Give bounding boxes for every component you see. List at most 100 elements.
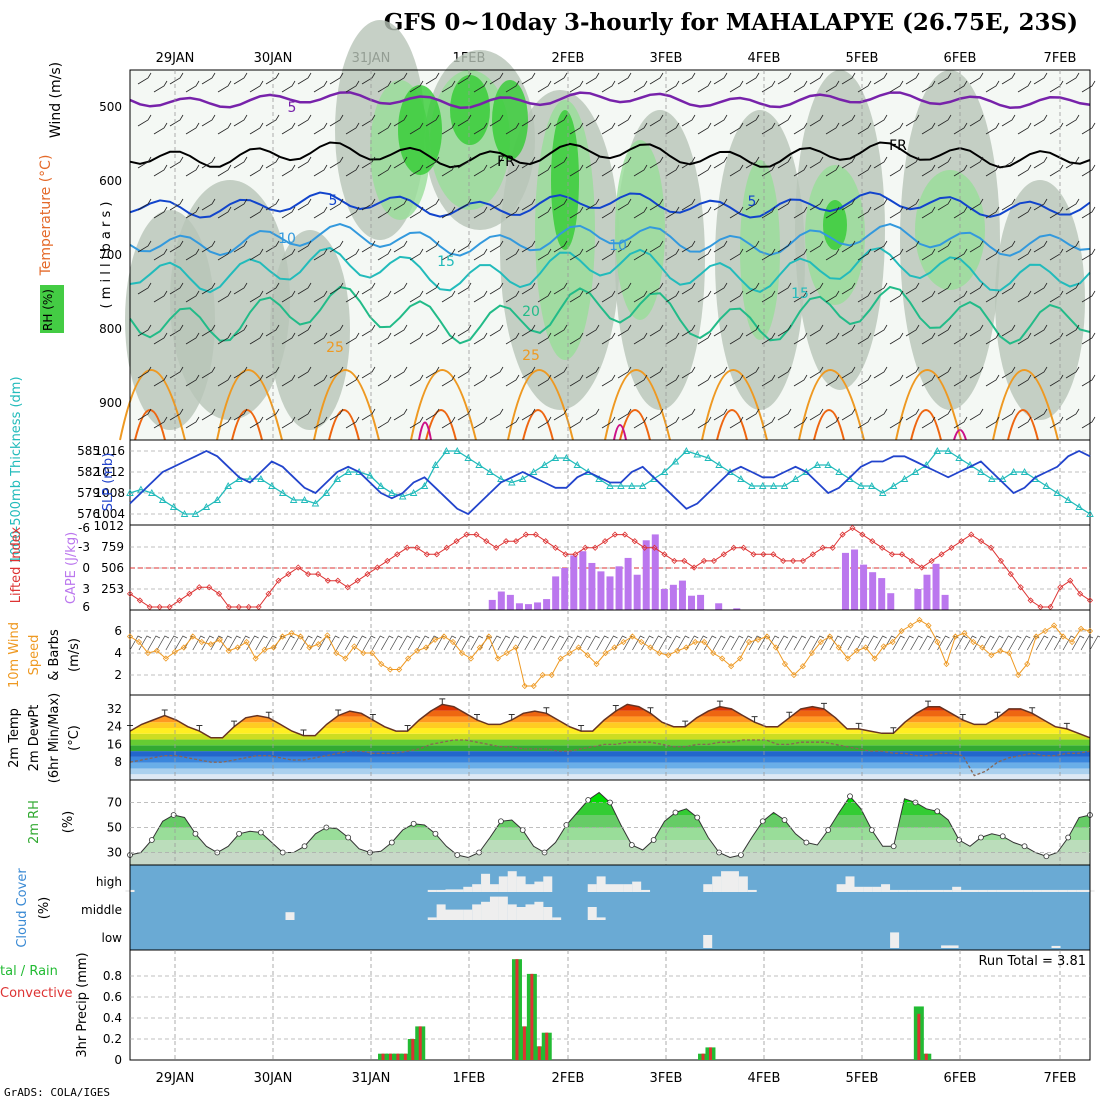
wind-barb <box>281 206 296 219</box>
wind-barb <box>553 198 568 211</box>
run-total-label: Run Total = 3.81 <box>978 954 1086 969</box>
wind-barb <box>809 114 824 127</box>
temp-band <box>130 704 1090 705</box>
wind10-barb <box>264 635 277 651</box>
wind-barb <box>249 164 264 177</box>
lifted-index-point <box>1086 597 1094 604</box>
wind-barb <box>649 198 664 211</box>
wind-barb <box>649 324 664 337</box>
lifted-index-point <box>938 551 945 558</box>
wind10-speed-point <box>871 655 878 662</box>
wind10-speed-point <box>279 633 286 640</box>
lifted-index-point <box>1007 571 1014 578</box>
wind-barb <box>729 206 744 219</box>
lifted-index-point <box>829 544 836 551</box>
wind-barb <box>969 240 984 253</box>
wind-barb <box>809 366 824 379</box>
cape-bar <box>497 591 505 610</box>
wind-barb <box>873 72 888 85</box>
lifted-index-point <box>928 557 935 564</box>
wind10-barb <box>811 635 825 651</box>
wind-barb <box>1001 366 1016 379</box>
wind-barb <box>665 332 680 345</box>
wind10-speed-point <box>683 644 690 651</box>
wind10-barb <box>865 635 878 651</box>
wind-barb <box>505 122 520 135</box>
wind-barb <box>745 324 760 337</box>
thickness-point <box>857 482 865 489</box>
wind-barb <box>409 206 424 219</box>
upper-temperature-label: Temperature (°C) <box>38 155 54 277</box>
precip-tick-label: 0.2 <box>103 1032 122 1046</box>
wind-barb <box>1017 374 1032 387</box>
thickness-point <box>704 454 712 461</box>
wind-barb <box>569 122 584 135</box>
lifted-index-point <box>324 577 332 584</box>
wind-barb <box>857 80 872 93</box>
temp-band <box>130 745 1090 752</box>
wind-barb <box>633 206 648 219</box>
cloud-cell-low <box>890 932 900 948</box>
wind-barb <box>681 156 696 169</box>
wind-barb <box>793 332 808 345</box>
thickness-point <box>693 450 702 458</box>
precip-total-label: tal / Rain <box>0 964 58 979</box>
wind10-speed-point <box>674 647 681 654</box>
thickness-point <box>1075 503 1083 510</box>
wind10-speed-point <box>378 660 385 668</box>
cloud-cell-high <box>1076 889 1086 892</box>
lifted-index-point <box>552 544 559 551</box>
thickness-point <box>933 447 942 454</box>
wind10-barb <box>524 635 537 651</box>
wind-barb <box>217 122 232 135</box>
wind10-speed-point <box>710 649 717 657</box>
thickness-point <box>431 461 440 468</box>
wind10-barb <box>300 635 313 651</box>
wind-barb <box>601 164 616 177</box>
wind-barb <box>809 72 824 85</box>
wind-barb <box>697 416 712 429</box>
rh-point <box>236 830 242 837</box>
wind-barb <box>777 366 792 379</box>
wind-barb <box>633 122 648 135</box>
wind10-speed-point <box>315 641 322 648</box>
top-date-label: 2FEB <box>552 51 585 66</box>
lifted-index-point <box>364 571 371 578</box>
slp-tick-label: 1008 <box>94 486 125 500</box>
wind10-barb <box>676 635 690 651</box>
bottom-date-label: 29JAN <box>156 1071 195 1086</box>
thickness-point <box>1009 468 1018 475</box>
wind-barb <box>297 72 312 85</box>
wind-barb <box>505 374 520 387</box>
temperature-contour-5-lower <box>129 191 1091 219</box>
wind-barb <box>441 416 456 429</box>
cloud-cell-high <box>1067 889 1077 892</box>
cloud-cell-high <box>525 884 535 892</box>
wind10-speed-point <box>853 647 860 654</box>
wind-barb <box>617 198 632 211</box>
wind-barb <box>1065 72 1080 85</box>
rh-point <box>1043 853 1050 860</box>
wind-barb <box>521 282 536 295</box>
wind-barb <box>153 206 168 219</box>
wind10-speed-point <box>405 655 412 662</box>
wind-barb <box>377 374 392 387</box>
wind-barb <box>377 332 392 345</box>
wind10-barb <box>982 635 995 651</box>
wind-barb <box>649 156 664 169</box>
temp-band <box>130 716 1090 723</box>
wind-barb <box>393 198 408 211</box>
wind10-speed-point <box>629 633 636 640</box>
cloud-cell-high <box>863 886 873 892</box>
lifted-index-point <box>285 571 292 578</box>
thickness-point <box>551 454 560 461</box>
wind-barb <box>985 332 1000 345</box>
wind10-barb <box>838 635 851 651</box>
rh-point <box>825 827 832 833</box>
temp-minmax-marker <box>508 713 515 720</box>
lifted-index-point <box>997 557 1004 564</box>
wind10-speed-point <box>135 638 143 646</box>
wind-barb <box>1001 240 1016 253</box>
lifted-index-point <box>681 557 688 564</box>
contour-label: 5 <box>748 194 757 210</box>
